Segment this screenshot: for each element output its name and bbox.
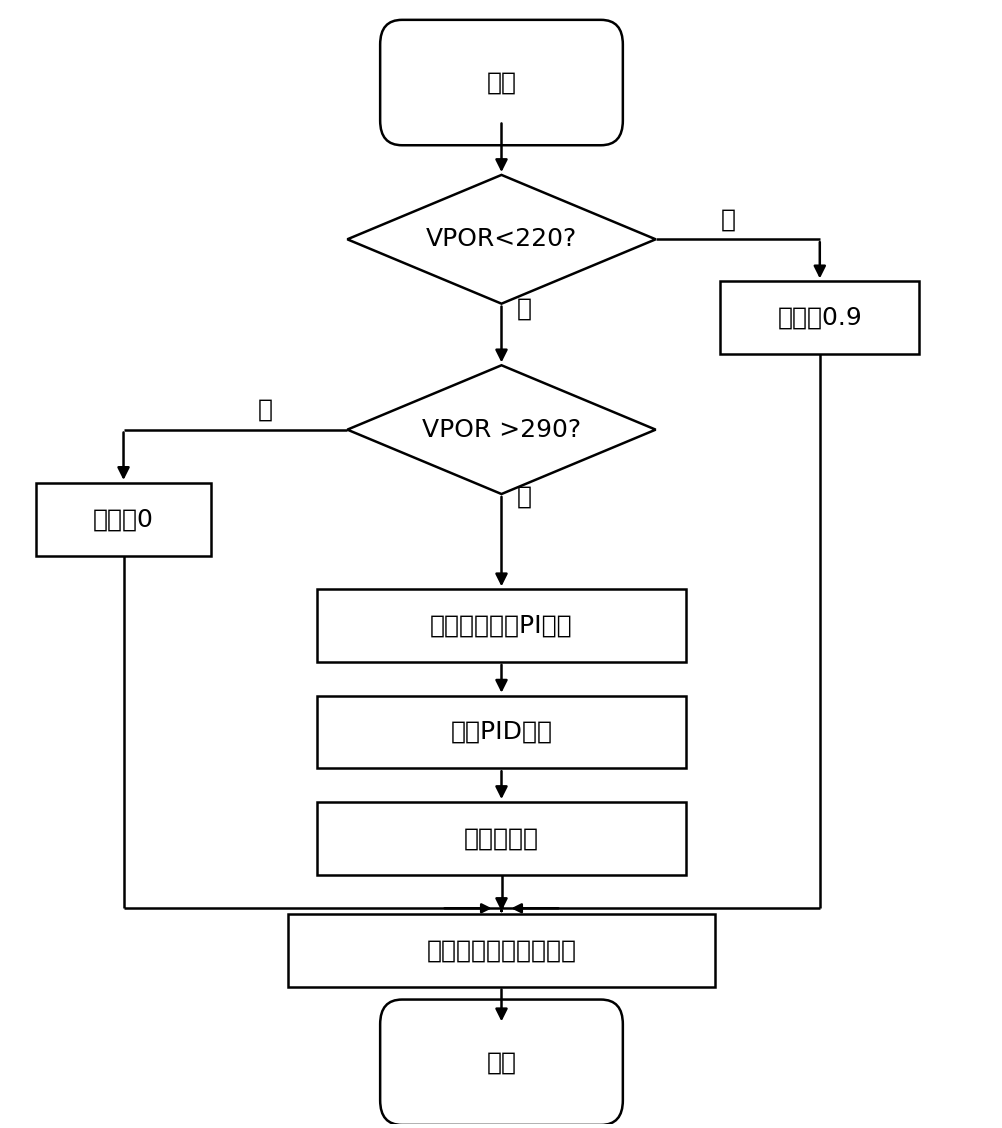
Bar: [36, 483, 210, 556]
Text: 否: 否: [516, 485, 531, 509]
Text: 开始: 开始: [486, 71, 516, 95]
FancyBboxPatch shape: [380, 20, 622, 146]
Bar: [288, 914, 714, 987]
Bar: [318, 696, 684, 768]
Text: 是: 是: [719, 208, 734, 231]
Text: 占空比0.9: 占空比0.9: [777, 306, 862, 329]
Bar: [318, 802, 684, 874]
Bar: [318, 589, 684, 662]
Text: 数字PID调压: 数字PID调压: [450, 720, 552, 744]
Text: 占空比限幅: 占空比限幅: [464, 827, 538, 851]
Polygon shape: [347, 175, 655, 303]
Text: 是: 是: [258, 397, 273, 422]
Polygon shape: [347, 365, 655, 494]
Bar: [719, 281, 919, 354]
Text: VPOR<220?: VPOR<220?: [426, 228, 576, 252]
Text: 否: 否: [516, 297, 531, 320]
Text: VPOR >290?: VPOR >290?: [422, 417, 580, 442]
Text: 改写定时器比较寄存器: 改写定时器比较寄存器: [426, 938, 576, 962]
Text: 结束: 结束: [486, 1050, 516, 1074]
FancyBboxPatch shape: [380, 999, 622, 1125]
Text: 依据转速计算PI参数: 依据转速计算PI参数: [430, 614, 572, 637]
Text: 占空比0: 占空比0: [93, 508, 154, 531]
